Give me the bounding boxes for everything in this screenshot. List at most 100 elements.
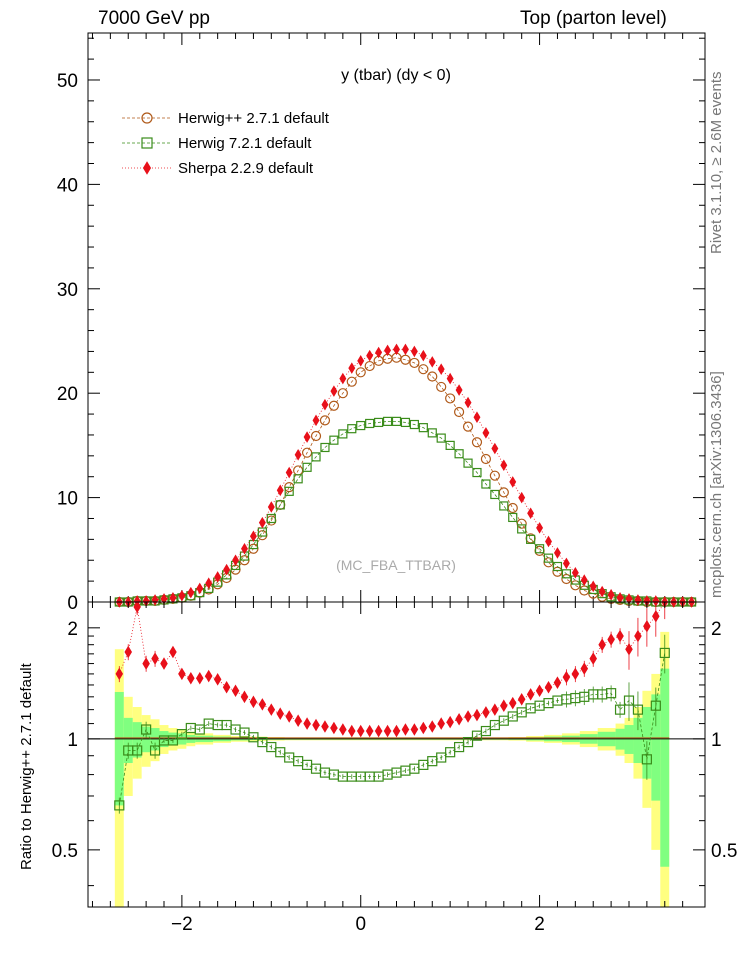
legend-marker — [141, 137, 153, 149]
main-series-group — [114, 343, 697, 608]
ratio-series-1-point — [392, 724, 401, 738]
series-0-point — [409, 357, 420, 369]
series-2-point — [500, 459, 508, 472]
series-1-point — [463, 458, 473, 468]
series-1-point — [454, 449, 464, 459]
ratio-series-0-group — [114, 634, 670, 814]
ratio-series-1-point — [169, 645, 177, 659]
ratio-series-1-point — [222, 680, 231, 694]
band-green-segment — [141, 726, 151, 753]
series-2-point — [446, 372, 454, 385]
series-2-point — [571, 566, 579, 579]
ratio-series-0-point — [650, 700, 661, 711]
ratio-series-1-point — [482, 706, 490, 719]
series-2-point — [509, 476, 517, 488]
series-0-point — [310, 430, 322, 442]
series-2-point — [562, 557, 570, 570]
series-0-point — [355, 367, 366, 378]
series-0-point — [418, 364, 429, 375]
ratio-series-1-point — [535, 684, 544, 698]
series-2-point — [241, 542, 248, 555]
main-y-tick-label: 50 — [57, 71, 78, 92]
series-1-point — [356, 420, 366, 431]
series-2-point — [303, 431, 311, 443]
legend-marker — [141, 112, 153, 124]
series-2-point — [285, 466, 293, 479]
series-2-point — [169, 592, 177, 604]
series-1-point — [508, 512, 518, 523]
series-2-point — [187, 586, 195, 599]
ratio-series-0-line — [118, 652, 666, 806]
ratio-series-1-point — [374, 724, 383, 738]
series-1-point — [347, 424, 357, 434]
ratio-series-1-point — [348, 724, 356, 738]
series-2-point — [598, 585, 606, 598]
ratio-series-1-point — [437, 717, 445, 730]
ratio-series-0-point — [141, 724, 152, 735]
series-1-point — [284, 486, 294, 496]
ratio-series-0-point — [614, 704, 626, 715]
series-0-point — [480, 453, 492, 465]
series-1-point — [275, 500, 285, 510]
legend-label: Herwig 7.2.1 default — [178, 135, 312, 152]
ratio-series-1-point — [115, 667, 124, 681]
series-2-point — [330, 385, 338, 397]
series-2-point — [178, 589, 186, 602]
series-1-point — [552, 561, 563, 572]
ratio-axis-ticks: 0.5 0.5 1 1 2 2 −2 0 2 — [52, 602, 737, 935]
series-2-point — [258, 516, 266, 529]
ratio-series-0-point — [132, 745, 143, 756]
series-1-point — [311, 452, 321, 462]
ratio-x-tick-label: 0 — [355, 914, 366, 935]
series-2-point — [536, 522, 544, 534]
ratio-series-0-point — [659, 647, 670, 659]
series-2-point — [366, 349, 374, 362]
ratio-series-1-point — [276, 707, 285, 720]
main-axis-ticks: 0 10 20 30 40 50 — [57, 33, 705, 614]
series-1-point — [329, 435, 339, 445]
ratio-series-1-point — [428, 720, 437, 733]
ratio-series-0-point — [436, 752, 447, 763]
ratio-y-tick-label-right: 1 — [711, 730, 722, 751]
header-right: Top (parton level) — [520, 8, 667, 29]
series-0-point — [364, 360, 375, 372]
series-1-point — [320, 442, 330, 453]
ratio-series-0-point — [462, 736, 474, 748]
ratio-series-1-point — [160, 657, 168, 670]
series-0-point — [436, 381, 447, 393]
ratio-series-1-point — [562, 670, 571, 684]
band-green-segment — [132, 722, 142, 758]
ratio-series-1-point — [517, 693, 526, 706]
ratio-series-1-point — [383, 724, 392, 738]
series-1-point — [561, 569, 571, 579]
series-2-point — [267, 501, 275, 513]
ratio-series-1-point — [598, 638, 606, 651]
ratio-series-1-point — [526, 688, 535, 701]
series-1-point — [472, 467, 482, 478]
ratio-series-1-point — [285, 710, 293, 723]
ratio-y-tick-label-left: 0.5 — [52, 841, 78, 862]
legend: Herwig++ 2.7.1 default Herwig 7.2.1 defau… — [122, 110, 330, 177]
series-2-point — [473, 411, 481, 423]
series-2-point — [527, 507, 535, 520]
header-left: 7000 GeV pp — [98, 8, 210, 29]
ratio-series-1-point — [204, 669, 213, 683]
ratio-series-1-point — [303, 717, 311, 730]
ratio-series-1-point — [607, 633, 615, 646]
ratio-x-tick-label: −2 — [171, 914, 193, 935]
series-0-point — [328, 400, 340, 411]
series-2-point — [384, 344, 392, 357]
legend-marker — [142, 161, 152, 175]
legend-label: Sherpa 2.2.9 default — [178, 160, 314, 177]
series-2-point — [455, 384, 463, 396]
ratio-series-1-point — [464, 710, 472, 723]
ratio-series-1-point — [544, 680, 553, 694]
ratio-series-1-point — [473, 708, 481, 722]
ratio-series-1-point — [312, 718, 320, 732]
ratio-series-1-point — [625, 642, 633, 656]
series-1-point — [534, 544, 545, 554]
ratio-series-1-point — [339, 723, 347, 736]
main-y-tick-label: 0 — [67, 593, 78, 614]
series-2-point — [607, 588, 615, 601]
series-2-point — [580, 574, 588, 586]
